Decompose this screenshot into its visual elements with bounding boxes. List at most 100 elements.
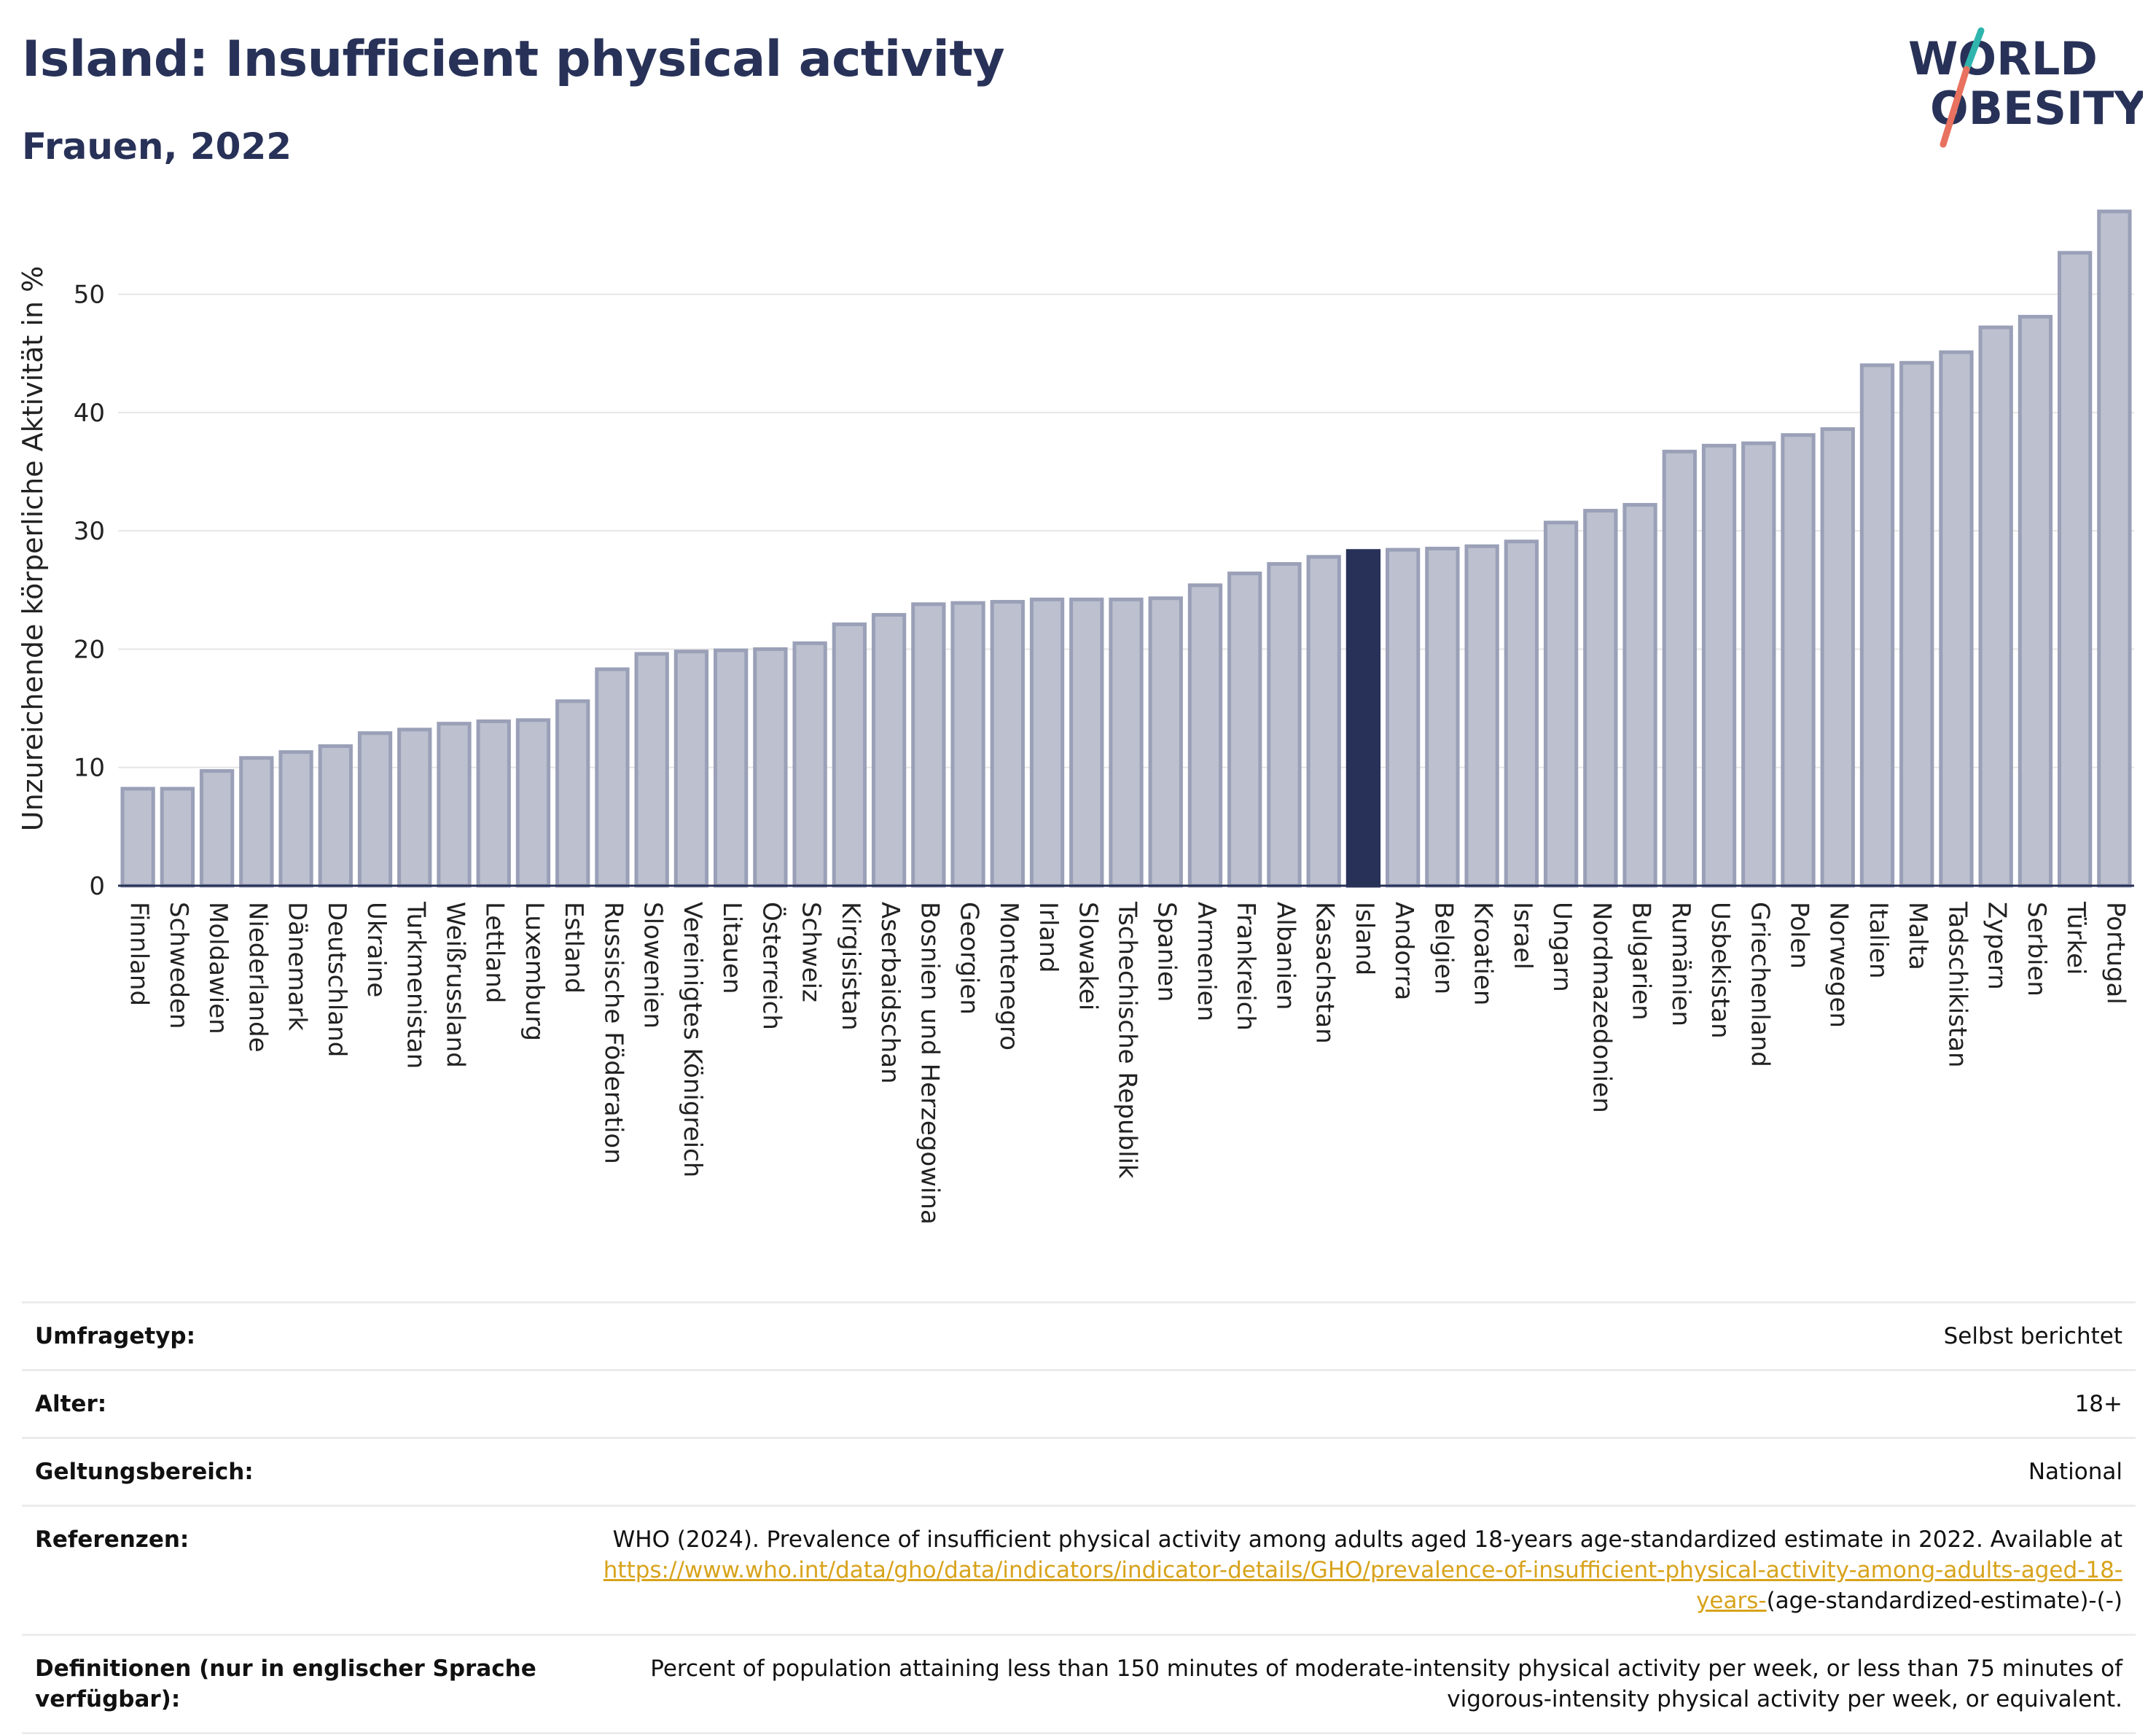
x-tick-label: Finnland	[125, 902, 154, 1006]
y-tick-label: 0	[89, 872, 105, 901]
age-label: Alter:	[22, 1369, 551, 1438]
x-tick-label: Albanien	[1270, 902, 1300, 1010]
x-tick-label: Irland	[1034, 902, 1063, 972]
bar	[673, 650, 709, 888]
scope-value: National	[551, 1437, 2136, 1506]
bar	[990, 600, 1025, 888]
y-tick-label: 10	[74, 754, 105, 783]
info-row-survey-type: Umfragetyp: Selbst berichtet	[22, 1301, 2136, 1371]
x-tick-label: Tadschikistan	[1942, 901, 1972, 1068]
x-tick-label: Slowakei	[1073, 902, 1102, 1010]
bar	[1939, 350, 1974, 888]
bar	[318, 744, 353, 888]
bar	[1701, 443, 1737, 888]
bar	[1385, 547, 1421, 888]
bar	[120, 787, 155, 888]
bar	[871, 612, 907, 888]
x-tick-label: Zypern	[1983, 902, 2012, 990]
bar	[792, 641, 827, 888]
x-tick-label: Turkmenistan	[401, 901, 430, 1069]
x-tick-label: Andorra	[1389, 902, 1418, 1000]
x-tick-label: Bosnien und Herzegowina	[915, 902, 944, 1225]
bar	[1029, 597, 1065, 888]
page-subtitle: Frauen, 2022	[22, 125, 292, 168]
x-tick-label: Luxemburg	[520, 902, 549, 1041]
x-tick-label: Litauen	[717, 902, 746, 994]
x-tick-label: Kirgisistan	[836, 902, 865, 1031]
x-tick-label: Schweiz	[797, 902, 826, 1002]
info-row-scope: Geltungsbereich: National	[22, 1437, 2136, 1506]
bar	[1306, 555, 1341, 888]
x-tick-label: Kroatien	[1469, 902, 1498, 1005]
bar	[239, 756, 274, 888]
x-tick-label: Usbekistan	[1706, 902, 1735, 1039]
x-tick-label: Nordmazedonien	[1587, 902, 1616, 1113]
bar	[634, 652, 669, 888]
x-tick-label: Moldawien	[203, 902, 233, 1034]
survey-type-label: Umfragetyp:	[22, 1301, 551, 1371]
x-tick-label: Portugal	[2101, 902, 2130, 1005]
x-tick-label: Russische Föderation	[598, 902, 628, 1164]
logo-line-2: OBESITY	[1930, 82, 2143, 135]
age-value: 18+	[551, 1369, 2136, 1438]
references-text: WHO (2024). Prevalence of insufficient p…	[612, 1527, 2122, 1553]
x-tick-label: Türkei	[2061, 901, 2090, 975]
definitions-label: Definitionen (nur in englischer Sprache …	[22, 1634, 551, 1734]
x-tick-label: Spanien	[1152, 902, 1181, 1002]
bar	[1425, 547, 1460, 888]
x-tick-label: Weißrussland	[441, 902, 470, 1068]
x-tick-label: Niederlande	[243, 902, 272, 1053]
bar	[1069, 597, 1104, 888]
page-title: Island: Insufficient physical activity	[22, 31, 1005, 88]
x-tick-label: Malta	[1903, 902, 1932, 970]
info-row-age: Alter: 18+	[22, 1369, 2136, 1438]
bar	[1820, 427, 1855, 888]
bar	[1109, 597, 1144, 888]
bar	[1583, 509, 1618, 888]
x-tick-label: Deutschland	[322, 902, 351, 1057]
bar	[1859, 363, 1895, 888]
x-tick-label: Serbien	[2022, 902, 2051, 997]
bar	[1543, 520, 1579, 888]
bar	[2057, 251, 2093, 888]
x-tick-label: Lettland	[480, 902, 509, 1003]
bar	[1662, 449, 1697, 888]
x-tick-label: Israel	[1508, 902, 1537, 970]
x-tick-label: Österreich	[757, 902, 786, 1030]
x-tick-label: Schweden	[164, 902, 193, 1029]
x-tick-label: Georgien	[955, 902, 984, 1015]
bar	[1464, 544, 1499, 888]
scope-label: Geltungsbereich:	[22, 1437, 551, 1506]
x-tick-label: Armenien	[1192, 902, 1221, 1021]
x-tick-label: Norwegen	[1824, 902, 1854, 1028]
x-tick-label: Belgien	[1429, 902, 1458, 994]
references-suffix: (age-standardized-estimate)-(-)	[1766, 1588, 2122, 1614]
survey-type-value: Selbst berichtet	[551, 1301, 2136, 1371]
logo-line-1: WORLD	[1908, 32, 2098, 85]
x-tick-label: Dänemark	[283, 902, 312, 1031]
bar	[1781, 433, 1816, 888]
bar	[476, 719, 511, 888]
bar	[911, 602, 946, 888]
y-axis-label: Unzureichende körperliche Aktivität in %	[17, 266, 49, 831]
info-table: Umfragetyp: Selbst berichtet Alter: 18+ …	[22, 1301, 2136, 1734]
bar	[1345, 549, 1381, 888]
x-tick-label: Estland	[559, 902, 588, 994]
x-tick-label: Aserbaidschan	[875, 902, 905, 1084]
y-tick-label: 30	[74, 517, 105, 546]
references-label: Referenzen:	[22, 1505, 551, 1635]
bar-chart: 0 10 20 30 40 50 Finnland Schweden Moldawien Nied…	[17, 209, 2134, 1225]
bar	[555, 699, 590, 888]
bar	[515, 718, 551, 888]
bar	[1978, 325, 2013, 888]
x-tick-label: Rumänien	[1666, 902, 1695, 1026]
x-tick-label: Vereinigtes Königreich	[678, 902, 707, 1177]
bar	[832, 622, 867, 888]
references-link[interactable]: https://www.who.int/data/gho/data/indica…	[603, 1557, 2122, 1614]
bar	[2097, 209, 2132, 888]
x-tick-label: Tschechische Republik	[1113, 901, 1142, 1179]
bar	[1504, 539, 1539, 888]
bar	[1187, 583, 1223, 888]
bar	[1899, 361, 1934, 888]
bar	[2018, 314, 2053, 888]
